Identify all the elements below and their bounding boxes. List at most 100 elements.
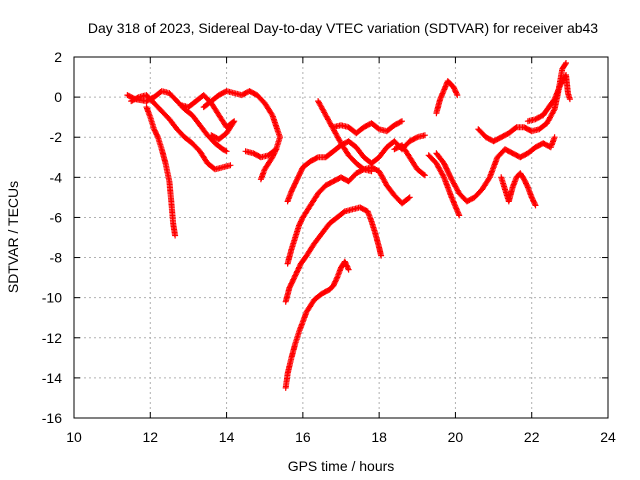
data-point-segment — [288, 236, 298, 253]
data-point-segment — [353, 160, 366, 172]
y-tick-label: -4 — [50, 169, 63, 185]
y-tick-label: -16 — [42, 410, 62, 426]
data-point-segment — [334, 209, 347, 221]
data-point-segment — [517, 170, 527, 182]
x-tick-label: 22 — [524, 429, 540, 445]
y-tick-label: -12 — [42, 330, 62, 346]
series-arc-19 — [524, 72, 573, 125]
data-point-segment — [322, 112, 336, 131]
data-point-segment — [158, 146, 169, 165]
data-point — [456, 212, 463, 219]
data-point-segment — [441, 160, 454, 181]
data-point-segment — [524, 145, 538, 157]
data-point-segment — [536, 121, 549, 133]
data-point-segment — [196, 148, 210, 165]
data-point-segment — [151, 100, 164, 113]
data-point-segment — [391, 118, 404, 129]
data-point — [399, 118, 405, 125]
data-point-segment — [448, 194, 462, 218]
data-point-segment — [311, 231, 324, 247]
data-point-segment — [559, 61, 569, 72]
series-arc-14 — [433, 78, 461, 117]
data-point-segment — [433, 160, 447, 179]
series-arc-15 — [425, 152, 463, 219]
data-point-segment — [296, 165, 306, 179]
data-point-segment — [406, 154, 420, 171]
series-arc-18 — [498, 170, 539, 209]
data-point — [421, 132, 428, 139]
data-point-segment — [532, 112, 545, 123]
data-point-segment — [282, 286, 293, 305]
data-point-segment — [486, 155, 500, 181]
data-point-segment — [269, 112, 283, 139]
data-point-segment — [521, 176, 531, 189]
data-point-segment — [166, 178, 175, 203]
data-point — [242, 148, 249, 155]
series-arc-6 — [257, 146, 280, 183]
data-point-segment — [219, 146, 229, 154]
data-point-segment — [224, 118, 238, 135]
x-tick-label: 14 — [219, 429, 235, 445]
data-point-segment — [185, 99, 198, 111]
data-point-segment — [209, 132, 222, 143]
data-point-segment — [353, 144, 366, 159]
data-point-segment — [311, 291, 324, 303]
data-point-segment — [297, 253, 309, 267]
data-point-segment — [376, 168, 389, 187]
data-point-segment — [181, 134, 195, 146]
data-point — [378, 252, 385, 259]
data-point — [345, 266, 352, 273]
data-point-segment — [563, 72, 571, 95]
data-point-segment — [212, 140, 225, 152]
data-point — [368, 168, 375, 175]
data-point-segment — [326, 283, 336, 293]
data-point-segment — [174, 126, 187, 140]
data-point — [223, 148, 230, 155]
y-tick-label: -14 — [42, 370, 62, 386]
data-point-segment — [414, 166, 427, 178]
x-axis-label: GPS time / hours — [288, 458, 395, 474]
series-arc-5 — [200, 88, 283, 161]
data-point-segment — [189, 112, 202, 127]
data-point-segment — [502, 146, 515, 156]
data-point-segment — [441, 174, 455, 199]
chart-title: Day 318 of 2023, Sidereal Day-to-day VTE… — [88, 20, 598, 36]
data-point-segment — [372, 230, 382, 250]
series-arc-8 — [284, 164, 413, 267]
data-point-segment — [196, 122, 210, 137]
data-point-segment — [322, 149, 336, 161]
data-point-segment — [158, 108, 172, 121]
data-point-segment — [391, 142, 404, 153]
data-point-segment — [318, 287, 332, 297]
data-point-segment — [399, 195, 412, 207]
series-arc-10 — [282, 258, 352, 391]
data-point-segment — [338, 140, 351, 157]
x-tick-label: 18 — [371, 429, 387, 445]
series-arc-9 — [282, 204, 385, 305]
data-point-segment — [490, 134, 503, 145]
data-point-segment — [368, 164, 381, 174]
axis-ticks: 10 12 14 16 18 20 22 24 -16 -14 -12 -10 -8 -6 -4 -2 0 2 — [42, 49, 616, 445]
data-point — [454, 92, 461, 99]
data-point-segment — [303, 241, 317, 259]
series-arc-16 — [433, 134, 558, 205]
data-point-segment — [444, 78, 456, 90]
data-point — [257, 176, 264, 183]
data-point-segment — [284, 356, 295, 377]
data-point-segment — [166, 90, 179, 103]
data-point-segment — [330, 275, 340, 289]
data-point — [406, 194, 413, 201]
data-point-segment — [479, 175, 492, 193]
data-point-segment — [246, 88, 259, 98]
series-arc-12 — [330, 118, 405, 137]
data-point-segment — [399, 142, 412, 159]
data-point-segment — [299, 159, 313, 171]
data-point-segment — [540, 105, 552, 119]
data-point-segment — [154, 134, 165, 151]
x-tick-label: 10 — [66, 429, 82, 445]
data-point-segment — [128, 94, 141, 105]
data-point-segment — [505, 185, 516, 205]
data-point-segment — [425, 152, 439, 166]
data-point — [532, 202, 539, 209]
